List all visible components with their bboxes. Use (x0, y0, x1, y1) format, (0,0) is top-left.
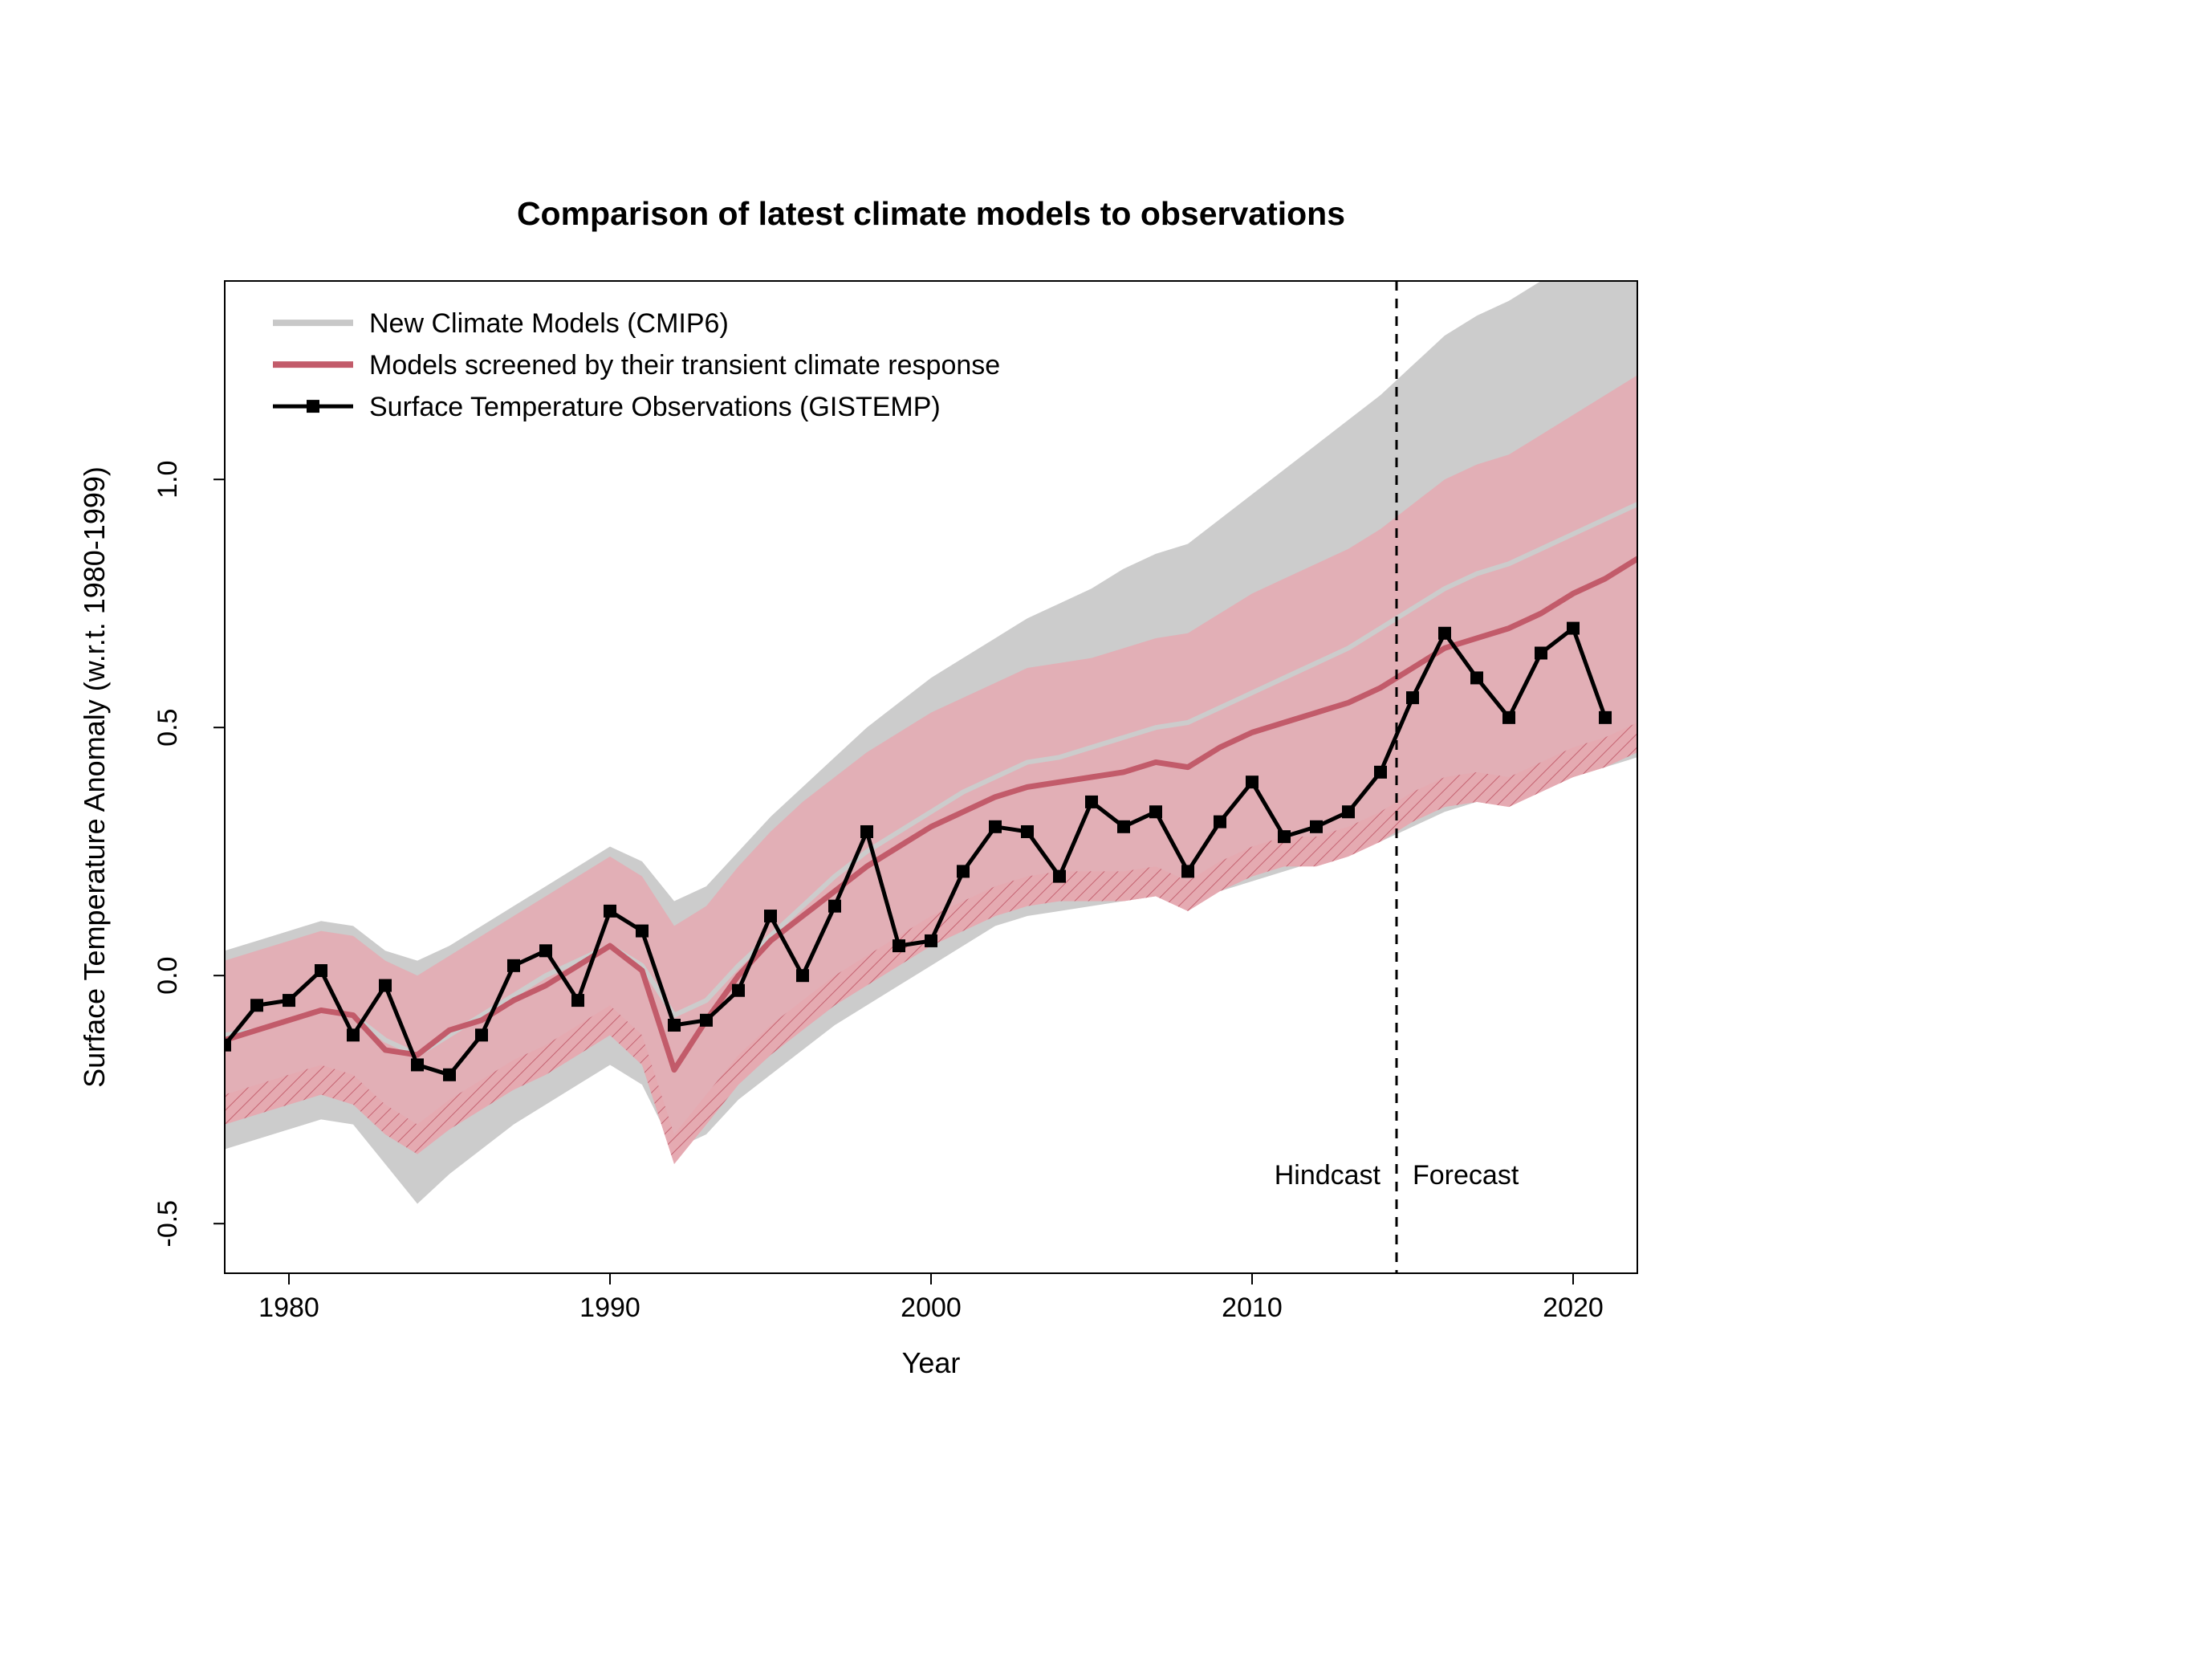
x-tick-label: 2010 (1222, 1293, 1283, 1323)
observation-marker (1085, 796, 1098, 808)
legend-label: New Climate Models (CMIP6) (369, 308, 729, 339)
observation-marker (1214, 816, 1226, 828)
observation-marker (379, 979, 392, 992)
x-tick-label: 2020 (1543, 1293, 1604, 1323)
observation-marker (700, 1014, 713, 1027)
observation-marker (764, 910, 777, 922)
legend-marker (307, 400, 319, 413)
observation-marker (989, 820, 1002, 833)
observation-marker (1406, 691, 1419, 704)
observation-marker (283, 994, 295, 1007)
hindcast-label: Hindcast (1275, 1160, 1381, 1191)
chart-title: Comparison of latest climate models to o… (517, 195, 1345, 232)
x-axis-label: Year (902, 1346, 961, 1379)
observation-marker (893, 939, 905, 952)
observation-marker (1117, 820, 1130, 833)
observation-marker (860, 825, 873, 838)
observation-marker (1374, 766, 1387, 779)
observation-marker (1310, 820, 1323, 833)
observation-marker (668, 1019, 681, 1032)
climate-chart: 1980 1990 2000 2010 2020 Year -0.5 0.0 0.5 1.0 Sur… (0, 0, 2212, 1661)
observation-marker (1278, 830, 1291, 843)
forecast-label: Forecast (1413, 1160, 1519, 1191)
x-tick-label: 1980 (258, 1293, 319, 1323)
observation-marker (796, 969, 809, 982)
observation-marker (732, 984, 745, 997)
observation-marker (1181, 865, 1194, 877)
x-tick-label: 2000 (901, 1293, 962, 1323)
observation-marker (1535, 647, 1547, 660)
observation-marker (604, 905, 616, 918)
observation-marker (411, 1058, 424, 1071)
y-tick-label: 0.0 (152, 957, 183, 995)
observation-marker (1053, 870, 1066, 883)
observation-marker (636, 925, 649, 938)
observation-marker (925, 934, 937, 947)
observation-marker (475, 1028, 488, 1041)
observation-marker (347, 1028, 360, 1041)
observation-marker (539, 944, 552, 957)
observation-marker (443, 1069, 456, 1081)
observation-marker (1438, 627, 1451, 640)
observation-marker (250, 999, 263, 1012)
observation-marker (1502, 711, 1515, 724)
x-tick-label: 1990 (579, 1293, 640, 1323)
observation-marker (1599, 711, 1612, 724)
observation-marker (1021, 825, 1034, 838)
chart-container: 1980 1990 2000 2010 2020 Year -0.5 0.0 0.5 1.0 Sur… (0, 0, 2212, 1661)
y-tick-label: -0.5 (152, 1200, 183, 1248)
y-tick-label: 0.5 (152, 709, 183, 747)
observation-marker (1342, 805, 1355, 818)
observation-marker (1149, 805, 1162, 818)
observation-marker (957, 865, 970, 877)
legend-label: Surface Temperature Observations (GISTEM… (369, 392, 941, 422)
observation-marker (571, 994, 584, 1007)
observation-marker (315, 964, 327, 977)
y-axis-label: Surface Temperature Anomaly (w.r.t. 1980… (78, 466, 111, 1088)
observation-marker (1470, 671, 1483, 684)
observation-marker (1567, 622, 1580, 635)
legend-label: Models screened by their transient clima… (369, 350, 1000, 381)
observation-marker (828, 900, 841, 913)
observation-marker (1246, 776, 1258, 788)
y-tick-label: 1.0 (152, 461, 183, 499)
observation-marker (507, 959, 520, 972)
